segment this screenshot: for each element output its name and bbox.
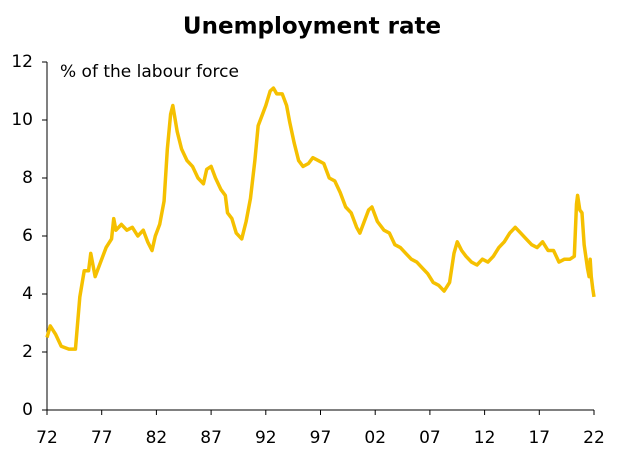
y-tick-label: 0 [22,400,33,420]
y-tick-label: 12 [11,52,33,72]
x-tick-label: 72 [36,428,58,448]
data-line [45,86,596,351]
x-tick-label: 97 [310,428,332,448]
x-tick-label: 02 [364,428,386,448]
y-tick-label: 2 [22,342,33,362]
x-tick-label: 17 [528,428,550,448]
x-tick-label: 77 [91,428,113,448]
x-tick-label: 92 [255,428,277,448]
x-tick-label: 12 [474,428,496,448]
x-tick-label: 22 [583,428,605,448]
x-tick-label: 07 [419,428,441,448]
chart-subtitle: % of the labour force [60,62,239,82]
chart-title: Unemployment rate [183,14,441,40]
y-tick-label: 8 [22,168,33,188]
x-tick-label: 87 [200,428,222,448]
x-tick-label: 82 [146,428,168,448]
y-tick-label: 10 [11,110,33,130]
y-tick-label: 6 [22,226,33,246]
y-tick-label: 4 [22,284,33,304]
